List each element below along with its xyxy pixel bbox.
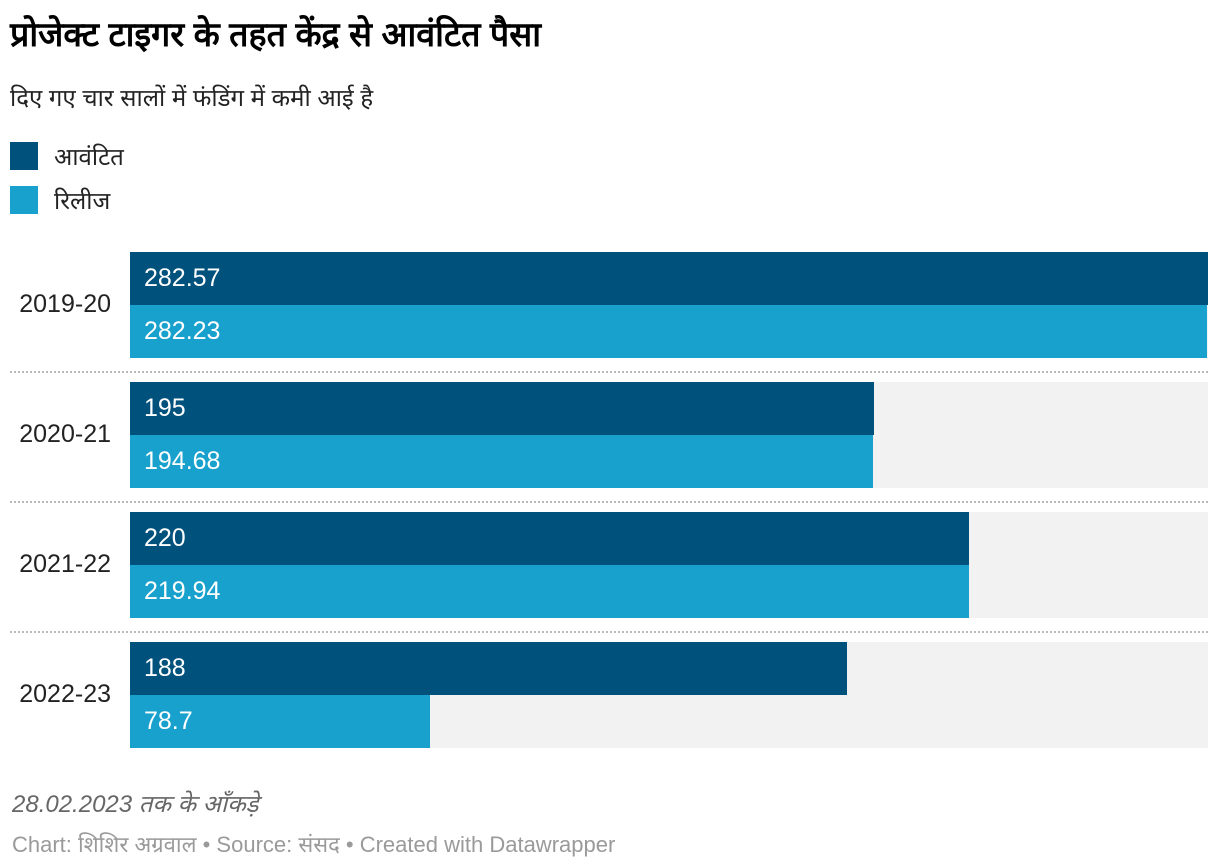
category-label: 2019-20	[19, 290, 111, 318]
legend-label-released: रिलीज	[54, 187, 111, 215]
bar-group: 2022-23 188 78.7	[10, 641, 1208, 748]
bar-allocated: 282.57	[130, 251, 1208, 305]
category-label: 2021-22	[19, 550, 111, 578]
group-separator	[10, 370, 1208, 373]
bar-released: 194.68	[130, 434, 873, 488]
legend-item-allocated: आवंटित	[10, 140, 1208, 173]
bar-group: 2021-22 220 219.94	[10, 511, 1208, 618]
bar-group: 2019-20 282.57 282.23	[10, 251, 1208, 358]
bar-allocated: 188	[130, 641, 848, 695]
bar-released: 282.23	[130, 304, 1207, 358]
legend-label-allocated: आवंटित	[54, 143, 124, 171]
bar-allocated: 220	[130, 511, 970, 565]
bar-track: 195 194.68	[130, 381, 1208, 488]
chart-subtitle: दिए गए चार सालों में फंडिंग में कमी आई ह…	[10, 84, 374, 112]
chart-title: प्रोजेक्ट टाइगर के तहत केंद्र से आवंटित …	[10, 16, 542, 54]
bar-released: 78.7	[130, 694, 431, 748]
bar-released: 219.94	[130, 564, 970, 618]
legend-swatch-released	[10, 186, 38, 214]
bar-value-label: 78.7	[144, 706, 193, 735]
group-separator	[10, 500, 1208, 503]
bar-track: 220 219.94	[130, 511, 1208, 618]
bar-value-label: 188	[144, 653, 186, 682]
chart-byline: Chart: शिशिर अग्रवाल • Source: संसद • Cr…	[12, 832, 616, 858]
chart-note: 28.02.2023 तक के आँकड़े	[12, 790, 259, 818]
legend: आवंटित रिलीज	[10, 140, 1208, 217]
bar-value-label: 194.68	[144, 446, 221, 475]
bar-track: 188 78.7	[130, 641, 1208, 748]
bar-track: 282.57 282.23	[130, 251, 1208, 358]
category-label: 2020-21	[19, 420, 111, 448]
bar-group: 2020-21 195 194.68	[10, 381, 1208, 488]
group-separator	[10, 630, 1208, 633]
bar-value-label: 282.57	[144, 263, 221, 292]
chart: 2019-20 282.57 282.23 2020-21 195 194.68 2021-…	[10, 251, 1208, 748]
category-label: 2022-23	[19, 680, 111, 708]
bar-value-label: 220	[144, 523, 186, 552]
bar-allocated: 195	[130, 381, 874, 435]
bar-value-label: 219.94	[144, 576, 221, 605]
legend-item-released: रिलीज	[10, 184, 1208, 217]
bar-value-label: 195	[144, 393, 186, 422]
bar-value-label: 282.23	[144, 316, 221, 345]
legend-swatch-allocated	[10, 142, 38, 170]
